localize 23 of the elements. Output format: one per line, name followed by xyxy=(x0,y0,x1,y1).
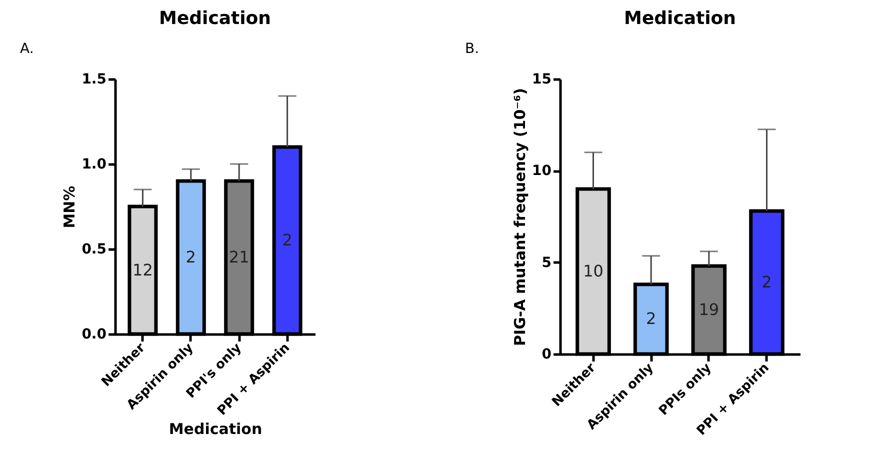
text: B. xyxy=(465,41,480,57)
y-tick-label: 0.0 xyxy=(82,326,107,342)
annotation: 2 xyxy=(646,309,656,328)
annotation: 10 xyxy=(583,262,604,280)
annotation: 12 xyxy=(132,260,153,280)
y-tick-label: 1.0 xyxy=(82,156,107,172)
chart-title: Medication xyxy=(624,8,736,29)
annotation: 2 xyxy=(762,272,772,292)
annotation: 2 xyxy=(282,230,292,250)
y-axis-title: PIG-A mutant frequency (10⁻⁶) xyxy=(511,88,530,346)
x-axis-title: Medication xyxy=(168,420,262,438)
annotation: 2 xyxy=(186,248,196,266)
annotation: 19 xyxy=(698,300,720,319)
y-tick-label: 0 xyxy=(542,346,552,362)
y-axis-title: MN% xyxy=(60,186,79,228)
y-tick-label: 0.5 xyxy=(82,242,106,258)
annotation: 21 xyxy=(228,248,250,266)
text: A. xyxy=(20,41,34,57)
chart-title: Medication xyxy=(159,8,271,29)
y-tick-label: 15 xyxy=(532,72,552,88)
y-tick-label: 5 xyxy=(542,254,552,271)
y-tick-label: 10 xyxy=(532,163,552,180)
y-tick-label: 1.5 xyxy=(82,72,106,88)
